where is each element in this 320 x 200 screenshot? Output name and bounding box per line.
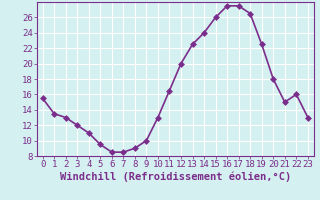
X-axis label: Windchill (Refroidissement éolien,°C): Windchill (Refroidissement éolien,°C) — [60, 172, 291, 182]
